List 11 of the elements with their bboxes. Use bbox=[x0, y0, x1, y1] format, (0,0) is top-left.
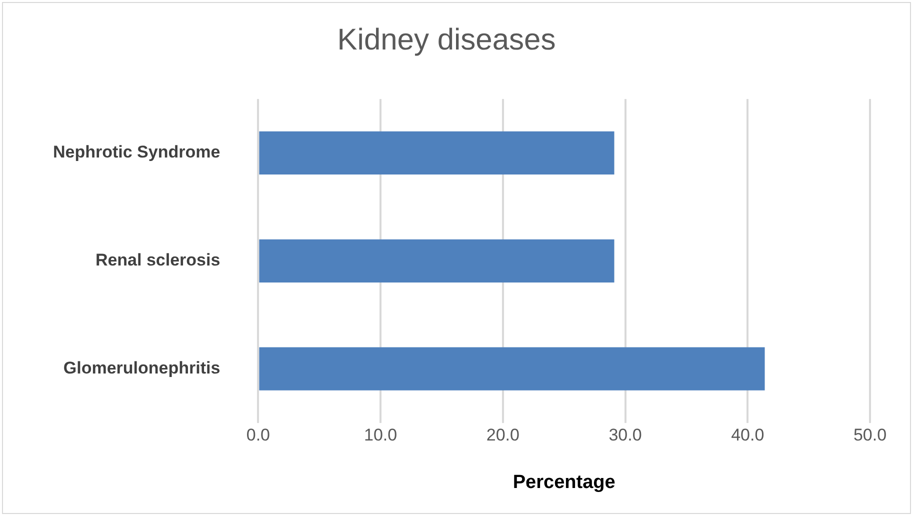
x-tick-label: 20.0 bbox=[486, 426, 520, 445]
x-tick-label: 50.0 bbox=[853, 426, 887, 445]
y-tick-label: Glomerulonephritis bbox=[63, 358, 220, 378]
x-tick-label: 0.0 bbox=[246, 426, 270, 445]
x-axis-title: Percentage bbox=[512, 472, 616, 493]
chart-title: Kidney diseases bbox=[337, 23, 556, 56]
x-tick-label: 30.0 bbox=[608, 426, 642, 445]
x-tick-label: 10.0 bbox=[364, 426, 398, 445]
y-tick-label: Renal sclerosis bbox=[95, 250, 220, 270]
x-tick-label: 40.0 bbox=[731, 426, 764, 445]
y-tick-label: Nephrotic Syndrome bbox=[52, 142, 220, 162]
